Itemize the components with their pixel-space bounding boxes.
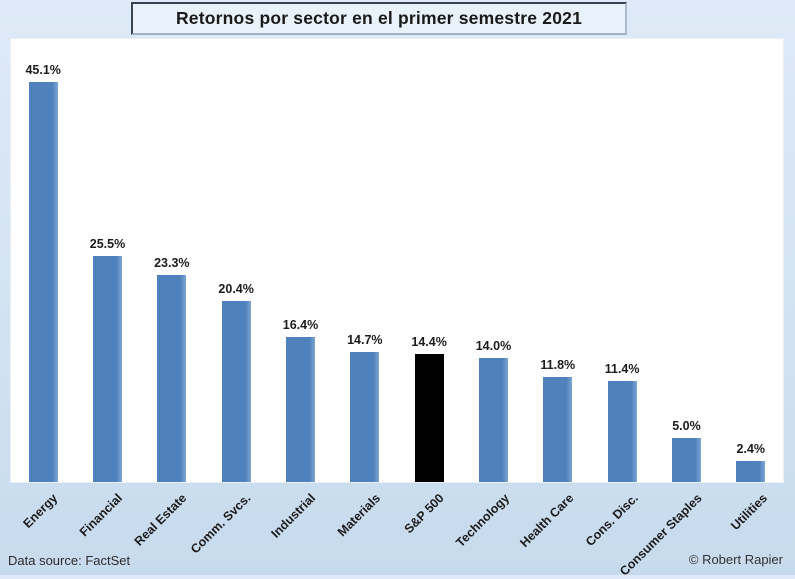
copyright-note: © Robert Rapier [688,552,783,567]
bar-slot: 25.5% [75,39,139,482]
bar [28,82,58,482]
bar [607,380,637,482]
bar-slot: 20.4% [204,39,268,482]
bar-slot: 14.7% [333,39,397,482]
x-axis-label: Energy [20,491,61,531]
bar-value-label: 14.7% [347,332,383,347]
bar-value-label: 20.4% [218,282,254,297]
bar-value-label: 14.0% [475,338,512,353]
bar-slot: 23.3% [140,39,204,482]
bar-slot: 14.0% [461,39,525,482]
x-axis-label: Financial [76,491,125,540]
x-axis-label: Health Care [517,491,577,551]
bar-value-label: 2.4% [736,441,766,456]
bar-value-label: 11.8% [540,358,576,373]
plot-area: 45.1% 25.5% 23.3% 20.4% 16.4% 14.7% 14.4% 14.0%… [10,38,784,483]
x-axis-label: Technology [452,491,512,550]
bar-slot: 45.1% [11,39,75,482]
bar [736,460,766,482]
bar [543,377,573,482]
bar-value-label: 23.3% [154,256,190,271]
bar [221,301,251,482]
x-axis-label: Materials [334,491,383,540]
x-axis-label: Real Estate [131,491,190,549]
x-axis-label: S&P 500 [402,491,448,537]
bar [157,275,187,482]
bar-sp500 [414,354,444,482]
bar [92,255,122,482]
bar-slot: 5.0% [654,39,718,482]
bar-slot: 16.4% [268,39,332,482]
bar-slot: 11.8% [526,39,590,482]
bar-value-label: 45.1% [25,63,61,77]
bar [285,336,315,482]
bar [350,351,380,482]
x-axis-label: Utilities [727,491,770,533]
bar-value-label: 5.0% [672,418,701,433]
bar-slot: 11.4% [590,39,654,482]
bar [671,437,701,482]
bar-slot: 2.4% [719,39,783,482]
bar-value-label: 11.4% [604,361,640,376]
chart-title: Retornos por sector en el primer semestr… [175,8,583,28]
bar [478,357,508,482]
bar-value-label: 25.5% [89,236,126,251]
bar-value-label: 14.4% [411,335,447,350]
x-axis-label: Cons. Disc. [582,491,641,550]
bar-value-label: 16.4% [282,317,319,332]
bar-slot: 14.4% [397,39,461,482]
chart-title-box: Retornos por sector en el primer semestr… [131,2,627,35]
x-axis-label: Industrial [268,491,319,541]
data-source-note: Data source: FactSet [8,553,131,568]
bars-container: 45.1% 25.5% 23.3% 20.4% 16.4% 14.7% 14.4% 14.0%… [11,39,783,482]
x-axis-label: Comm. Svcs. [188,491,254,557]
